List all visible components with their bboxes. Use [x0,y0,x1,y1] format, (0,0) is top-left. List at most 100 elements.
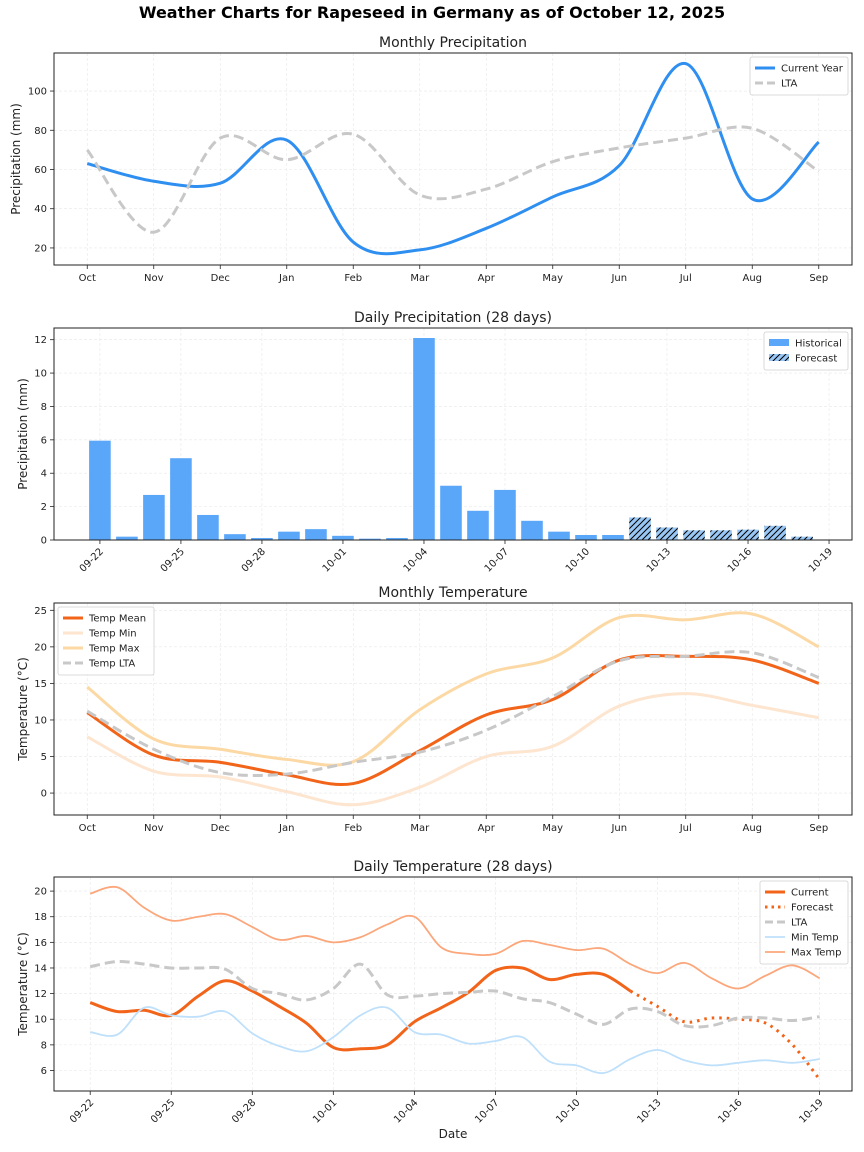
y-tick-label: 18 [34,912,47,923]
historical-bar [494,489,516,540]
daily-precipitation-chart: Daily Precipitation (28 days) 09-22 09-25 0… [16,310,853,575]
y-tick-label: 15 [34,679,47,690]
y-tick-label: 0 [41,789,47,800]
series-line-temp-lta [86,650,820,778]
x-tick-label: 09-22 [78,546,106,574]
y-tick-label: 5 [41,752,47,763]
x-tick-label: 10-13 [645,546,673,574]
y-tick-label: 10 [34,369,47,380]
series-line-lta [89,960,820,1029]
x-tick-label: Mar [410,273,430,284]
y-tick-label: 10 [34,1015,47,1026]
x-tick-label: 10-19 [797,1097,825,1125]
figure-suptitle: Weather Charts for Rapeseed in Germany a… [138,3,726,22]
legend-label: Forecast [791,903,833,914]
legend-label: Temp Mean [88,614,146,625]
legend: Historical Forecast [763,331,849,371]
historical-bar [278,531,300,540]
x-tick-label: Sep [809,823,828,834]
y-tick-label: 100 [28,87,47,98]
y-tick-label: 25 [34,606,47,617]
x-tick-label: Jul [679,273,692,284]
daily-temperature-chart: Daily Temperature (28 days) 09-22 09-25 09-… [16,859,853,1141]
chart-title: Daily Temperature (28 days) [353,859,552,875]
x-tick-label: Aug [742,273,762,284]
x-tick-label: 10-04 [402,546,430,574]
monthly-temperature-chart: Monthly Temperature Oct Nov Dec Jan Feb Mar Apr… [16,585,853,834]
historical-bar [467,510,489,540]
y-tick-label: 8 [41,402,47,413]
historical-bar [89,440,111,540]
legend-swatch [769,354,789,361]
chart-title: Monthly Temperature [378,585,527,601]
y-tick-label: 10 [34,715,47,726]
x-tick-label: Jan [278,273,294,284]
y-tick-label: 2 [41,502,47,513]
historical-bar [413,338,435,540]
series-line-current [89,965,632,1052]
forecast-bar [656,527,678,540]
x-tick-label: Oct [79,823,96,834]
x-axis-label: Date [439,1127,468,1141]
x-tick-label: Feb [344,273,362,284]
historical-bar [359,538,381,540]
historical-bar [143,494,165,540]
y-tick-label: 14 [34,963,47,974]
historical-bar [575,534,597,540]
forecast-bar [764,525,786,540]
forecast-bar [629,517,651,540]
x-tick-label: 09-25 [149,1097,177,1125]
x-tick-label: Nov [144,823,164,834]
series-line-lta [86,125,820,234]
x-tick-label: 09-25 [159,546,187,574]
x-tick-label: 10-01 [321,546,349,574]
historical-bar [170,458,192,540]
historical-bar [197,514,219,540]
legend-frame [759,880,849,965]
x-tick-label: Nov [144,273,164,284]
x-tick-label: Jun [610,823,627,834]
legend-frame [57,606,155,676]
series-line-temp-min [86,692,820,807]
axes-frame [53,602,853,816]
y-tick-label: 20 [34,243,47,254]
legend-label: Min Temp [791,933,839,944]
legend-label: Temp LTA [88,659,135,670]
x-tick-label: Aug [742,823,762,834]
historical-bar [305,529,327,540]
y-tick-label: 20 [34,887,47,898]
legend: Temp Mean Temp Min Temp Max Temp LTA [57,606,155,676]
x-tick-label: Jul [679,823,692,834]
x-tick-label: Oct [79,273,96,284]
x-tick-label: 10-07 [473,1097,501,1125]
historical-bar [332,535,354,540]
historical-bar [521,520,543,540]
historical-bar [440,485,462,540]
y-tick-label: 12 [34,335,47,346]
forecast-bar [683,530,705,540]
x-tick-label: Dec [211,273,230,284]
y-tick-label: 6 [41,1066,47,1077]
x-tick-label: 10-13 [635,1097,663,1125]
plot-area [89,338,813,540]
y-tick-label: 4 [41,469,47,480]
x-tick-label: Apr [478,273,496,284]
y-tick-label: 80 [34,126,47,137]
legend-label: Max Temp [791,948,842,959]
legend-label: Current Year [781,64,844,75]
chart-title: Monthly Precipitation [379,35,527,51]
y-tick-label: 6 [41,435,47,446]
grid-lines [54,53,852,265]
axes-frame [53,876,853,1092]
y-tick-label: 0 [41,536,47,547]
axes-frame [53,327,853,541]
x-tick-label: 10-19 [807,546,835,574]
y-axis-label: Temperature (°C) [16,932,30,1037]
x-tick-label: 10-04 [392,1097,420,1125]
y-tick-label: 12 [34,989,47,1000]
series-line-current-year [86,62,820,256]
x-tick-label: 10-10 [564,546,592,574]
y-axis-label: Temperature (°C) [16,657,30,762]
series-line-max-temp [89,885,821,990]
legend-label: Historical [795,339,842,350]
